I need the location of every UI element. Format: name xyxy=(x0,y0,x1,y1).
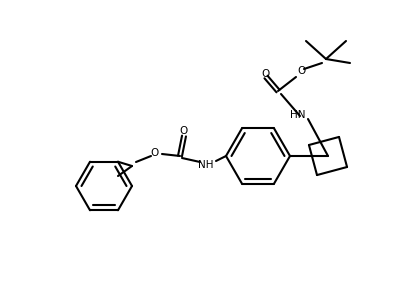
Text: O: O xyxy=(298,66,306,76)
Text: O: O xyxy=(262,69,270,79)
Text: HN: HN xyxy=(290,110,306,120)
Text: O: O xyxy=(151,148,159,158)
Text: O: O xyxy=(180,126,188,136)
Text: NH: NH xyxy=(198,160,214,170)
